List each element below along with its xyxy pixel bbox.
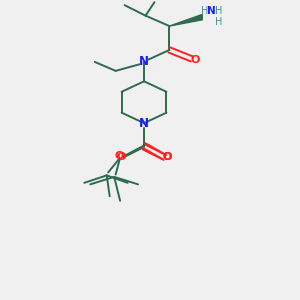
Text: O: O — [191, 55, 200, 64]
Text: H: H — [215, 16, 222, 27]
Text: N: N — [139, 117, 149, 130]
Text: O: O — [115, 151, 124, 161]
Text: H: H — [215, 5, 222, 16]
Text: H: H — [201, 5, 208, 16]
Text: N: N — [139, 56, 149, 68]
Text: O: O — [163, 152, 172, 163]
Polygon shape — [169, 14, 202, 26]
Text: N: N — [207, 5, 216, 16]
Text: O: O — [116, 152, 125, 163]
Text: O: O — [162, 152, 172, 162]
